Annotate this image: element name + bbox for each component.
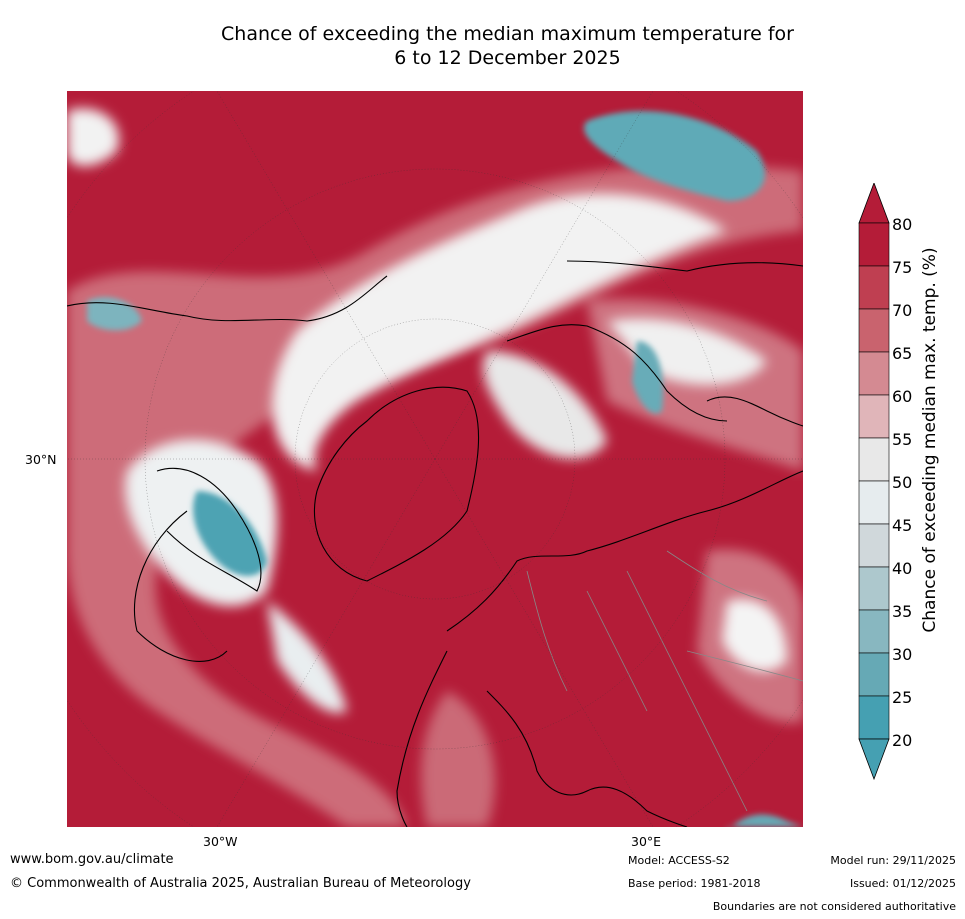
colorbar-tick-35: 35: [892, 602, 913, 621]
copyright-text: © Commonwealth of Australia 2025, Austra…: [10, 876, 471, 891]
teal-areas: [87, 111, 803, 827]
colorbar-band: [858, 523, 890, 568]
colorbar-tick-80: 80: [892, 215, 913, 234]
issued-text: Issued: 01/12/2025: [849, 877, 956, 890]
colorbar-band: [858, 566, 890, 611]
colorbar-tick-55: 55: [892, 430, 913, 449]
colorbar-tick-50: 50: [892, 473, 913, 492]
model-run-text: Model run: 29/11/2025: [830, 854, 956, 867]
forecast-map: [67, 91, 803, 827]
colorbar-tick-20: 20: [892, 731, 913, 750]
colorbar-band: [858, 265, 890, 310]
colorbar-tick-65: 65: [892, 344, 913, 363]
colorbar-band: [858, 394, 890, 439]
colorbar-tick-60: 60: [892, 387, 913, 406]
latitude-label-30n: 30°N: [25, 452, 57, 467]
colorbar-band: [858, 695, 890, 740]
longitude-label-30e: 30°E: [631, 834, 662, 849]
map-title: Chance of exceeding the median maximum t…: [0, 22, 965, 70]
colorbar-swatches: [858, 181, 890, 781]
colorbar: [858, 181, 890, 787]
longitude-label-30w: 30°W: [203, 834, 238, 849]
colorbar-tick-25: 25: [892, 688, 913, 707]
country-borders: [526, 550, 803, 812]
base-period-text: Base period: 1981-2018: [628, 877, 761, 890]
map-canvas: [67, 91, 803, 827]
model-text: Model: ACCESS-S2: [628, 854, 730, 867]
disclaimer-text: Boundaries are not considered authoritat…: [712, 900, 956, 913]
coastlines: [67, 260, 803, 827]
colorbar-band: [858, 308, 890, 353]
colorbar-tick-30: 30: [892, 645, 913, 664]
colorbar-band: [858, 652, 890, 697]
website-link[interactable]: www.bom.gov.au/climate: [10, 852, 174, 867]
graticule: [67, 91, 803, 827]
colorbar-tick-70: 70: [892, 301, 913, 320]
colorbar-extend-high: [858, 181, 890, 224]
colorbar-tick-45: 45: [892, 516, 913, 535]
colorbar-band: [858, 351, 890, 396]
colorbar-tick-75: 75: [892, 258, 913, 277]
title-line-2: 6 to 12 December 2025: [394, 47, 621, 69]
colorbar-band: [858, 480, 890, 525]
colorbar-label: Chance of exceeding median max. temp. (%…: [920, 247, 940, 633]
colorbar-tick-40: 40: [892, 559, 913, 578]
colorbar-band: [858, 437, 890, 482]
colorbar-extend-low: [858, 738, 890, 781]
title-line-1: Chance of exceeding the median maximum t…: [221, 23, 794, 45]
colorbar-band: [858, 609, 890, 654]
colorbar-band: [858, 222, 890, 267]
